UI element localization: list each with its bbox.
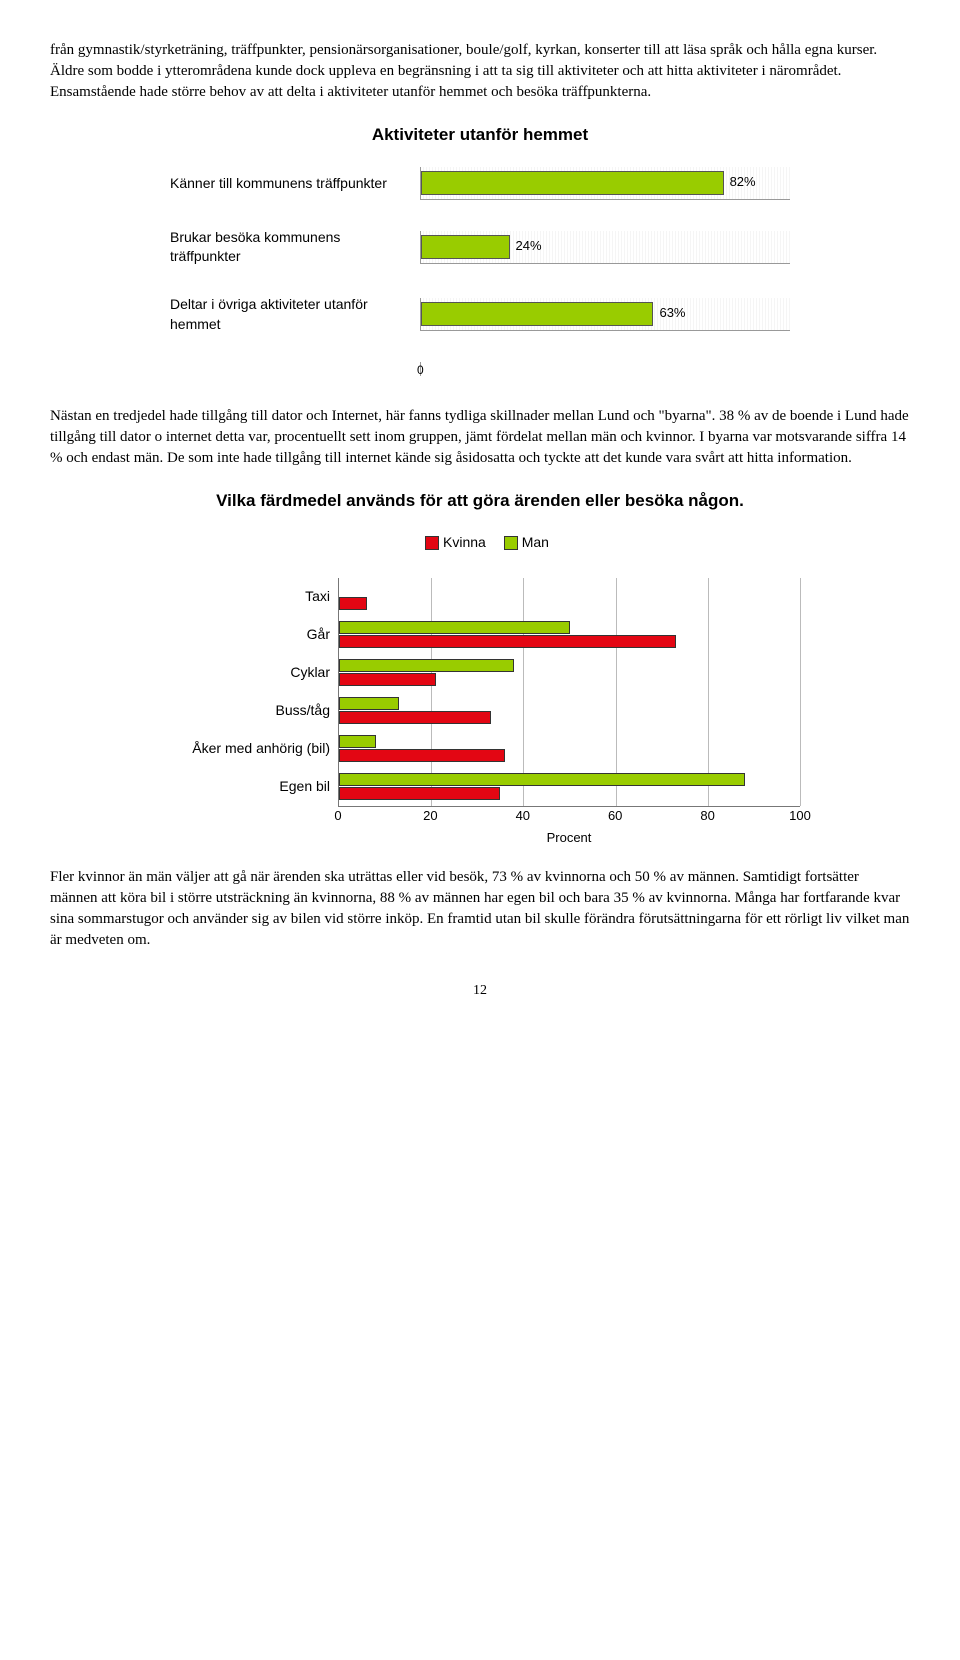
- chart1-row-label: Känner till kommunens träffpunkter: [170, 174, 420, 194]
- chart2-row-label: Går: [160, 616, 330, 654]
- chart1-row: Deltar i övriga aktiviteter utanför hemm…: [170, 295, 790, 334]
- bar-kvinna: [339, 635, 676, 648]
- bar-kvinna: [339, 673, 436, 686]
- bar-man: [339, 773, 745, 786]
- chart2-row: [339, 654, 800, 692]
- chart1-bar: [421, 235, 510, 259]
- chart1-row: Känner till kommunens träffpunkter 82%: [170, 167, 790, 200]
- chart2-row: [339, 692, 800, 730]
- chart1: Känner till kommunens träffpunkter 82% Bru…: [170, 167, 790, 376]
- chart2-ylabels: TaxiGårCyklarBuss/tågÅker med anhörig (b…: [160, 578, 338, 807]
- bar-kvinna: [339, 787, 500, 800]
- xaxis-tick: 20: [423, 807, 437, 825]
- chart1-value: 24%: [516, 237, 542, 255]
- bar-man: [339, 621, 570, 634]
- chart1-row-label: Deltar i övriga aktiviteter utanför hemm…: [170, 295, 420, 334]
- chart1-barzone: 82%: [420, 167, 790, 200]
- chart1-row-label: Brukar besöka kommunens träffpunkter: [170, 228, 420, 267]
- paragraph-2: Nästan en tredjedel hade tillgång till d…: [50, 406, 910, 469]
- xaxis-tick: 0: [334, 807, 341, 825]
- paragraph-1: från gymnastik/styrketräning, träffpunkt…: [50, 40, 910, 103]
- paragraph-3: Fler kvinnor än män väljer att gå när är…: [50, 867, 910, 951]
- xaxis-tick: 100: [789, 807, 811, 825]
- chart2-row: [339, 578, 800, 616]
- chart2-xaxis: 020406080100: [338, 807, 800, 825]
- legend-label-kvinna: Kvinna: [443, 534, 486, 550]
- chart2-row: [339, 768, 800, 806]
- legend-swatch-man: [504, 536, 518, 550]
- bar-kvinna: [339, 597, 367, 610]
- xaxis-tick: 60: [608, 807, 622, 825]
- chart1-bar: [421, 302, 653, 326]
- legend-swatch-kvinna: [425, 536, 439, 550]
- legend-label-man: Man: [522, 534, 549, 550]
- bar-kvinna: [339, 749, 505, 762]
- chart1-barzone: 63%: [420, 298, 790, 331]
- chart1-value: 82%: [730, 173, 756, 191]
- bar-man: [339, 735, 376, 748]
- chart1-barzone: 24%: [420, 231, 790, 264]
- chart2-row-label: Cyklar: [160, 654, 330, 692]
- chart2-row-label: Egen bil: [160, 768, 330, 806]
- chart2-xtitle: Procent: [338, 829, 800, 847]
- grid-line: [800, 578, 801, 806]
- chart1-title: Aktiviteter utanför hemmet: [50, 123, 910, 147]
- chart1-axis: 0: [170, 362, 790, 376]
- xaxis-tick: 40: [516, 807, 530, 825]
- chart1-bar: [421, 171, 724, 195]
- chart1-value: 63%: [659, 304, 685, 322]
- bar-kvinna: [339, 711, 491, 724]
- page-number: 12: [50, 981, 910, 1001]
- chart2-row: [339, 730, 800, 768]
- chart2-row: [339, 616, 800, 654]
- chart2-row-label: Åker med anhörig (bil): [160, 730, 330, 768]
- chart2-plot: [338, 578, 800, 807]
- bar-man: [339, 697, 399, 710]
- chart2-title: Vilka färdmedel används för att göra äre…: [50, 489, 910, 513]
- chart2-row-label: Taxi: [160, 578, 330, 616]
- xaxis-tick: 80: [700, 807, 714, 825]
- bar-man: [339, 659, 514, 672]
- chart2-legend: Kvinna Man: [160, 533, 800, 553]
- chart1-row: Brukar besöka kommunens träffpunkter 24%: [170, 228, 790, 267]
- chart2: Kvinna Man TaxiGårCyklarBuss/tågÅker med…: [160, 533, 800, 847]
- chart2-row-label: Buss/tåg: [160, 692, 330, 730]
